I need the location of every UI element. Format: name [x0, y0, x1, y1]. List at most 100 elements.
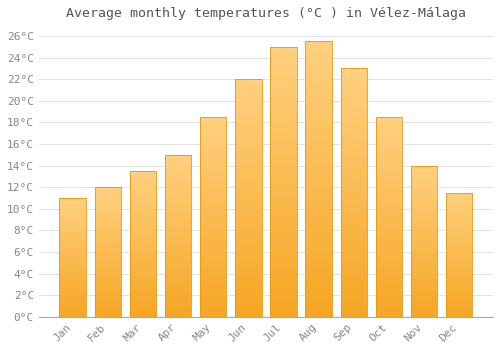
Bar — [60, 211, 86, 212]
Bar — [306, 234, 332, 237]
Bar — [411, 262, 438, 264]
Bar — [376, 173, 402, 175]
Bar — [411, 291, 438, 293]
Bar — [60, 232, 86, 234]
Bar — [270, 293, 296, 295]
Bar — [306, 105, 332, 107]
Bar — [130, 229, 156, 231]
Bar — [94, 294, 121, 295]
Bar — [306, 223, 332, 226]
Bar — [94, 313, 121, 314]
Bar — [130, 292, 156, 294]
Bar — [235, 86, 262, 89]
Bar — [376, 279, 402, 281]
Bar — [235, 276, 262, 279]
Bar — [94, 269, 121, 270]
Bar — [235, 269, 262, 272]
Bar — [376, 133, 402, 135]
Bar — [270, 122, 296, 125]
Bar — [376, 141, 402, 143]
Bar — [235, 212, 262, 215]
Bar — [340, 121, 367, 123]
Bar — [235, 314, 262, 317]
Bar — [446, 304, 472, 306]
Bar — [60, 220, 86, 222]
Bar — [411, 193, 438, 194]
Bar — [130, 288, 156, 289]
Bar — [165, 280, 191, 281]
Bar — [376, 269, 402, 271]
Bar — [411, 226, 438, 228]
Bar — [94, 187, 121, 189]
Bar — [376, 283, 402, 285]
Bar — [235, 181, 262, 184]
Bar — [376, 233, 402, 235]
Bar — [94, 285, 121, 286]
Bar — [200, 117, 226, 317]
Bar — [235, 302, 262, 305]
Bar — [270, 147, 296, 149]
Bar — [446, 240, 472, 241]
Bar — [270, 187, 296, 190]
Bar — [235, 248, 262, 250]
Bar — [446, 297, 472, 298]
Bar — [270, 171, 296, 174]
Bar — [411, 296, 438, 297]
Bar — [235, 132, 262, 134]
Bar — [411, 287, 438, 288]
Bar — [376, 159, 402, 161]
Bar — [306, 215, 332, 218]
Bar — [446, 195, 472, 196]
Bar — [200, 193, 226, 195]
Bar — [165, 257, 191, 259]
Title: Average monthly temperatures (°C ) in Vélez-Málaga: Average monthly temperatures (°C ) in Vé… — [66, 7, 466, 20]
Bar — [165, 173, 191, 174]
Bar — [340, 212, 367, 215]
Bar — [130, 304, 156, 305]
Bar — [340, 240, 367, 242]
Bar — [130, 226, 156, 228]
Bar — [235, 231, 262, 234]
Bar — [60, 238, 86, 240]
Bar — [200, 259, 226, 261]
Bar — [94, 292, 121, 294]
Bar — [235, 219, 262, 222]
Bar — [235, 260, 262, 262]
Bar — [165, 216, 191, 218]
Bar — [340, 178, 367, 180]
Bar — [130, 260, 156, 261]
Bar — [235, 139, 262, 141]
Bar — [306, 198, 332, 201]
Bar — [270, 112, 296, 114]
Bar — [376, 291, 402, 293]
Bar — [130, 216, 156, 218]
Bar — [94, 190, 121, 191]
Bar — [130, 309, 156, 311]
Bar — [376, 219, 402, 221]
Bar — [270, 133, 296, 136]
Bar — [165, 307, 191, 309]
Bar — [130, 263, 156, 264]
Bar — [235, 262, 262, 265]
Bar — [60, 282, 86, 284]
Bar — [306, 168, 332, 171]
Bar — [235, 191, 262, 193]
Bar — [130, 191, 156, 193]
Bar — [130, 215, 156, 216]
Bar — [60, 304, 86, 305]
Bar — [411, 176, 438, 178]
Bar — [270, 149, 296, 152]
Bar — [376, 225, 402, 227]
Bar — [306, 187, 332, 190]
Bar — [130, 295, 156, 296]
Bar — [376, 153, 402, 155]
Bar — [376, 247, 402, 249]
Bar — [94, 274, 121, 275]
Bar — [94, 259, 121, 260]
Bar — [200, 265, 226, 267]
Bar — [306, 72, 332, 75]
Bar — [200, 279, 226, 281]
Bar — [165, 166, 191, 168]
Bar — [306, 141, 332, 144]
Bar — [94, 212, 121, 213]
